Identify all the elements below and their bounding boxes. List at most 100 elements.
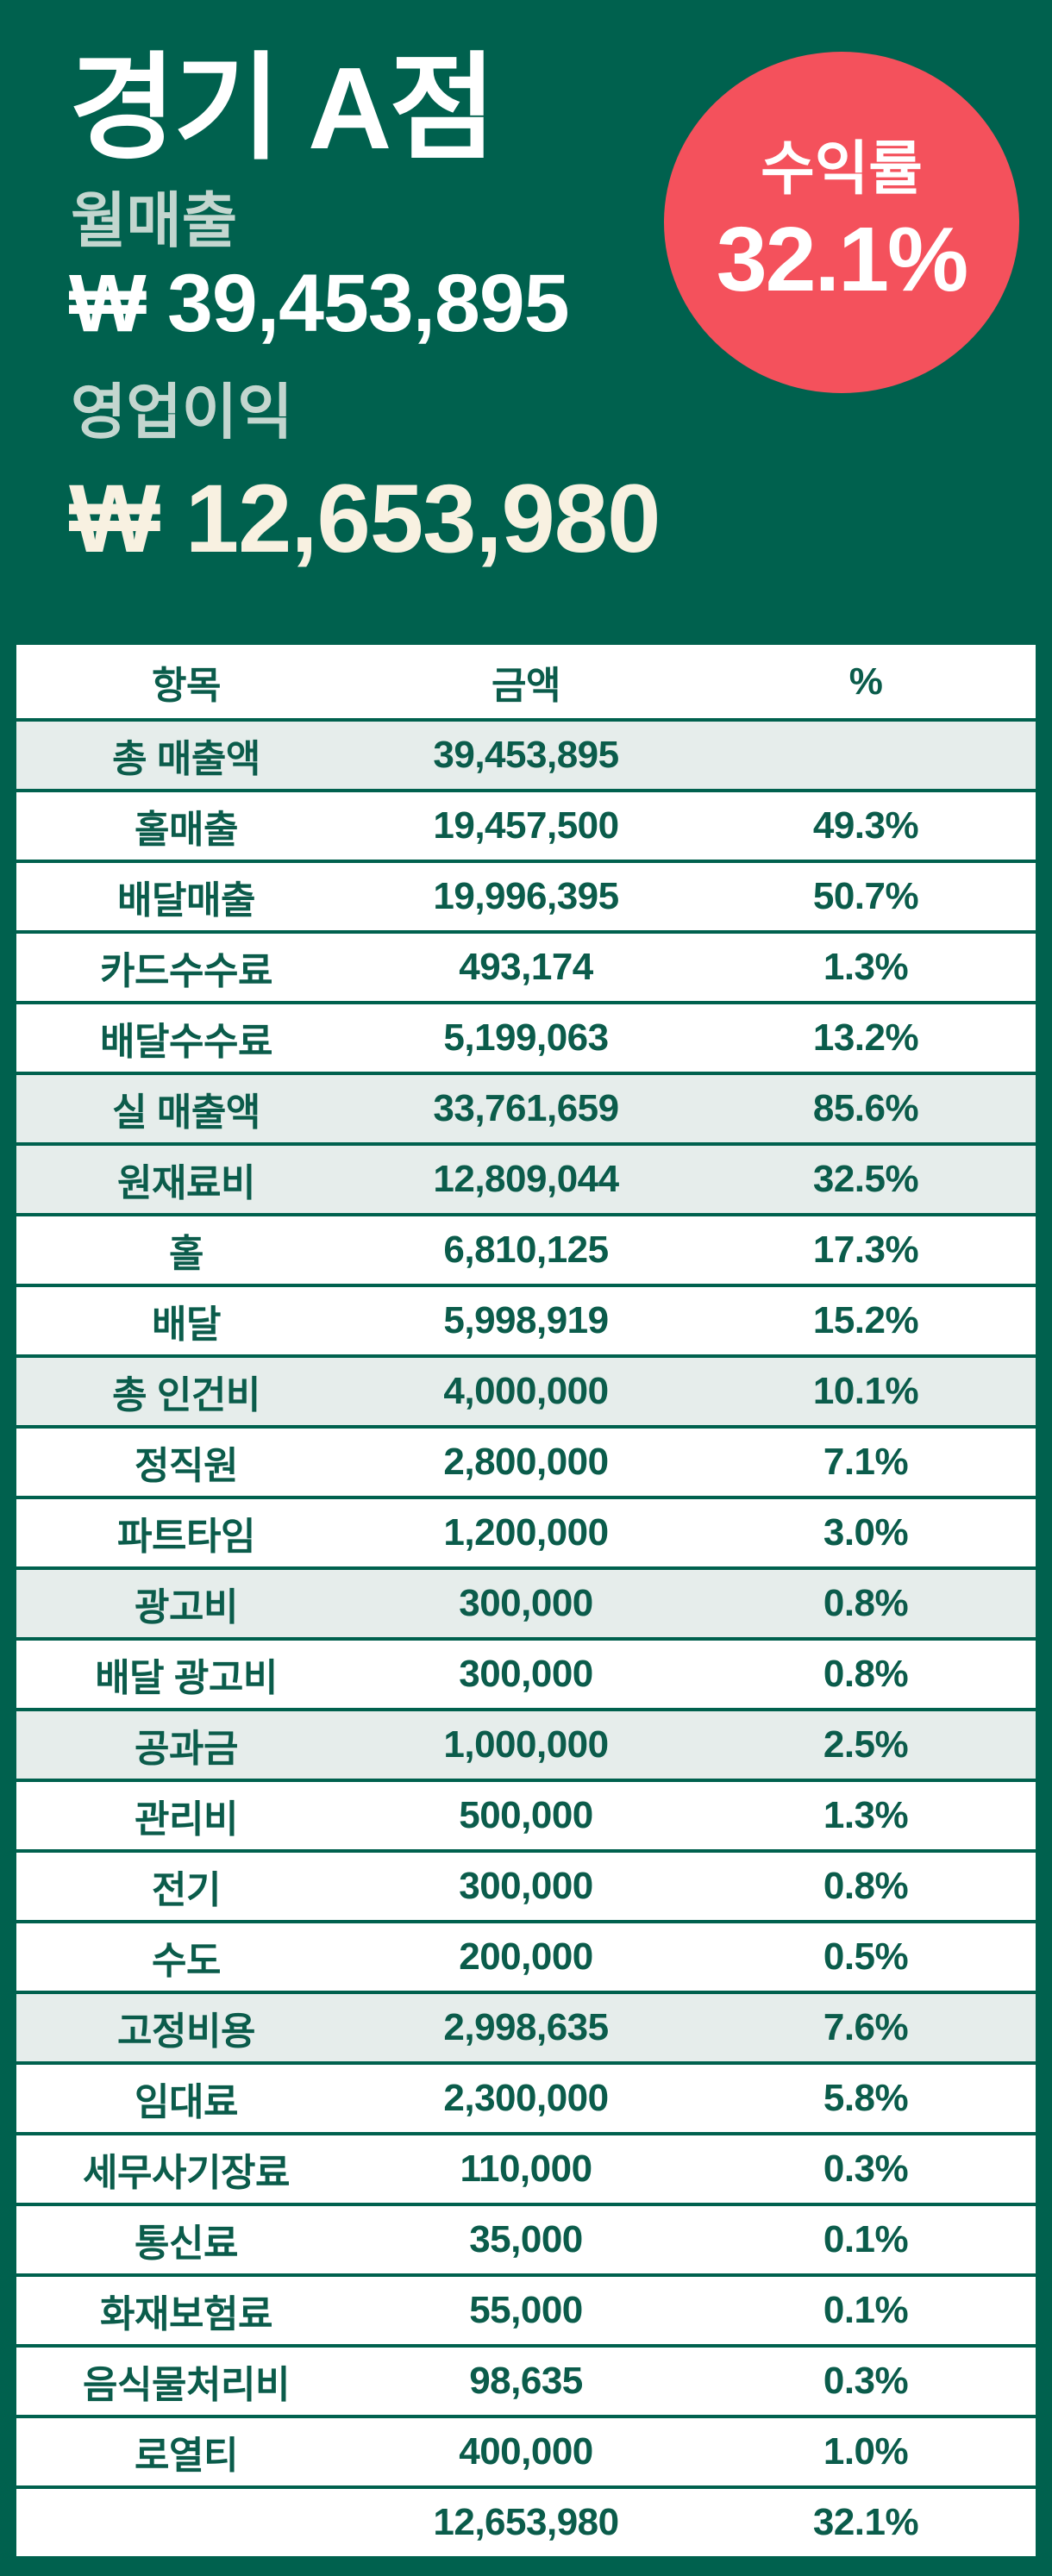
percent-cell: 5.8% bbox=[823, 2077, 909, 2119]
item-cell: 배달 bbox=[152, 1304, 221, 1346]
table-row: 총 매출액 39,453,895 bbox=[16, 718, 1036, 789]
amount-cell: 55,000 bbox=[469, 2289, 583, 2331]
table-row: 배달 5,998,919 15.2% bbox=[16, 1284, 1036, 1354]
table-row: 공과금 1,000,000 2.5% bbox=[16, 1708, 1036, 1779]
item-cell: 배달매출 bbox=[117, 879, 255, 922]
percent-cell: 1.3% bbox=[823, 1794, 909, 1836]
item-cell: 로열티 bbox=[135, 2435, 238, 2477]
table-row: 관리비 500,000 1.3% bbox=[16, 1779, 1036, 1849]
table-row: 실 매출액 33,761,659 85.6% bbox=[16, 1072, 1036, 1142]
amount-cell: 98,635 bbox=[469, 2360, 583, 2402]
table-row: 원재료비 12,809,044 32.5% bbox=[16, 1142, 1036, 1213]
item-cell: 화재보험료 bbox=[100, 2293, 272, 2335]
percent-cell: 49.3% bbox=[812, 804, 919, 847]
amount-cell: 5,998,919 bbox=[443, 1299, 609, 1341]
item-cell: 파트타임 bbox=[117, 1516, 255, 1558]
percent-cell: 0.3% bbox=[823, 2360, 909, 2402]
amount-cell: 110,000 bbox=[460, 2148, 592, 2190]
percent-cell: 7.6% bbox=[823, 2006, 909, 2048]
amount-cell: 19,996,395 bbox=[433, 875, 619, 917]
percent-cell: 15.2% bbox=[812, 1299, 919, 1341]
percent-cell bbox=[696, 722, 1036, 789]
percent-cell: 1.3% bbox=[823, 946, 909, 988]
percent-cell: 3.0% bbox=[823, 1511, 909, 1554]
table-row: 고정비용 2,998,635 7.6% bbox=[16, 1991, 1036, 2061]
percent-cell: 0.8% bbox=[823, 1865, 909, 1907]
item-cell: 전기 bbox=[152, 1869, 221, 1911]
item-cell: 홀 bbox=[169, 1233, 204, 1275]
table-row: 화재보험료 55,000 0.1% bbox=[16, 2273, 1036, 2344]
table-row: 세무사기장료 110,000 0.3% bbox=[16, 2132, 1036, 2203]
percent-cell: 0.5% bbox=[823, 1935, 909, 1978]
percent-cell: 2.5% bbox=[823, 1723, 909, 1766]
item-cell: 배달 광고비 bbox=[95, 1657, 278, 1699]
header-item: 항목 bbox=[152, 664, 221, 707]
table-row: 홀 6,810,125 17.3% bbox=[16, 1213, 1036, 1284]
amount-cell: 1,200,000 bbox=[443, 1511, 609, 1554]
item-cell: 카드수수료 bbox=[100, 950, 272, 992]
table-row: 임대료 2,300,000 5.8% bbox=[16, 2061, 1036, 2132]
table-row: 로열티 400,000 1.0% bbox=[16, 2415, 1036, 2485]
table-row: 통신료 35,000 0.1% bbox=[16, 2203, 1036, 2273]
table-row: 배달매출 19,996,395 50.7% bbox=[16, 860, 1036, 930]
amount-cell: 6,810,125 bbox=[443, 1229, 609, 1271]
item-cell: 광고비 bbox=[135, 1586, 238, 1629]
item-cell: 총 인건비 bbox=[112, 1374, 260, 1416]
item-cell: 세무사기장료 bbox=[83, 2152, 290, 2194]
percent-cell: 0.8% bbox=[823, 1653, 909, 1695]
amount-cell: 5,199,063 bbox=[443, 1016, 609, 1059]
amount-cell: 33,761,659 bbox=[433, 1087, 619, 1129]
percent-cell: 50.7% bbox=[812, 875, 919, 917]
percent-cell: 85.6% bbox=[812, 1087, 919, 1129]
amount-cell: 2,998,635 bbox=[443, 2006, 609, 2048]
item-cell: 음식물처리비 bbox=[83, 2364, 290, 2406]
amount-cell: 400,000 bbox=[459, 2430, 593, 2473]
percent-cell: 1.0% bbox=[823, 2430, 909, 2473]
table-row: 배달 광고비 300,000 0.8% bbox=[16, 1637, 1036, 1708]
pl-table: 항목 금액 % 총 매출액 39,453,895 홀매출 19,457,500 … bbox=[16, 645, 1036, 2556]
amount-cell: 39,453,895 bbox=[433, 734, 619, 776]
amount-cell: 1,000,000 bbox=[443, 1723, 609, 1766]
percent-cell: 10.1% bbox=[812, 1370, 919, 1412]
amount-cell: 300,000 bbox=[459, 1653, 593, 1695]
percent-cell: 17.3% bbox=[812, 1229, 919, 1271]
item-cell: 총 매출액 bbox=[112, 738, 260, 780]
item-cell: 공과금 bbox=[135, 1728, 238, 1770]
item-cell: 배달수수료 bbox=[100, 1021, 272, 1063]
amount-cell: 2,800,000 bbox=[443, 1441, 609, 1483]
percent-cell: 13.2% bbox=[812, 1016, 919, 1059]
percent-cell: 32.5% bbox=[812, 1158, 919, 1200]
table-row: 전기 300,000 0.8% bbox=[16, 1849, 1036, 1920]
percent-cell: 0.1% bbox=[823, 2218, 909, 2260]
monthly-sales-value: ₩ 39,453,895 bbox=[69, 258, 570, 349]
amount-cell: 493,174 bbox=[459, 946, 593, 988]
table-row: 수도 200,000 0.5% bbox=[16, 1920, 1036, 1991]
profit-rate-value: 32.1% bbox=[716, 208, 969, 310]
header-amount: 금액 bbox=[492, 664, 560, 707]
item-cell: 실 매출액 bbox=[112, 1091, 260, 1134]
amount-cell: 4,000,000 bbox=[443, 1370, 609, 1412]
percent-cell: 7.1% bbox=[823, 1441, 909, 1483]
percent-cell: 0.1% bbox=[823, 2289, 909, 2331]
item-cell: 통신료 bbox=[135, 2223, 238, 2265]
store-title: 경기 A점 bbox=[69, 43, 497, 173]
profit-rate-badge: 수익률 32.1% bbox=[664, 52, 1019, 393]
item-cell: 원재료비 bbox=[117, 1162, 255, 1204]
header-percent: % bbox=[848, 660, 883, 703]
operating-profit-value: ₩ 12,653,980 bbox=[69, 465, 661, 572]
percent-cell: 0.3% bbox=[823, 2148, 909, 2190]
amount-cell: 12,653,980 bbox=[433, 2501, 619, 2543]
item-cell: 관리비 bbox=[135, 1798, 238, 1841]
table-header-row: 항목 금액 % bbox=[16, 645, 1036, 718]
amount-cell: 500,000 bbox=[459, 1794, 593, 1836]
table-row: 총 인건비 4,000,000 10.1% bbox=[16, 1354, 1036, 1425]
item-cell: 수도 bbox=[152, 1940, 221, 1982]
item-cell bbox=[16, 2489, 356, 2556]
profit-rate-label: 수익률 bbox=[761, 135, 923, 202]
amount-cell: 35,000 bbox=[469, 2218, 583, 2260]
table-row: 파트타임 1,200,000 3.0% bbox=[16, 1496, 1036, 1566]
percent-cell: 32.1% bbox=[812, 2501, 919, 2543]
amount-cell: 300,000 bbox=[459, 1865, 593, 1907]
table-row: 음식물처리비 98,635 0.3% bbox=[16, 2344, 1036, 2415]
